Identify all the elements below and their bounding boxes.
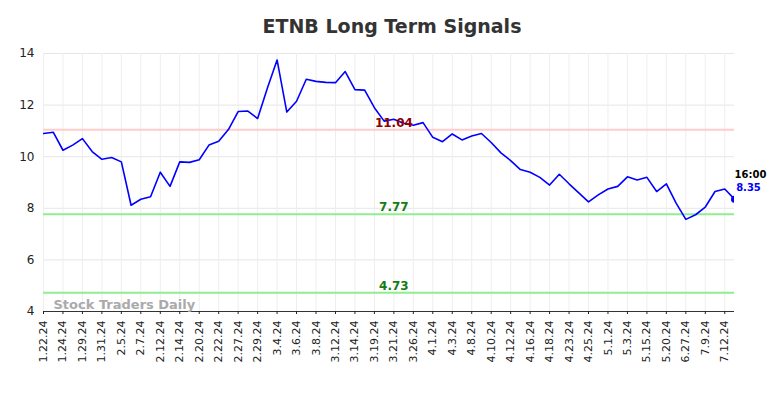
svg-text:4.18.24: 4.18.24 (543, 321, 556, 363)
svg-text:4.73: 4.73 (379, 279, 409, 293)
svg-text:2.22.24: 2.22.24 (212, 321, 225, 363)
svg-text:4.16.24: 4.16.24 (524, 321, 537, 363)
svg-text:2.14.24: 2.14.24 (173, 321, 186, 363)
svg-text:3.4.24: 3.4.24 (271, 321, 284, 356)
svg-text:7.9.24: 7.9.24 (699, 321, 712, 356)
svg-text:4.10.24: 4.10.24 (485, 321, 498, 363)
svg-text:5.1.24: 5.1.24 (601, 321, 614, 356)
svg-text:1.31.24: 1.31.24 (95, 321, 108, 363)
svg-text:6: 6 (27, 253, 35, 267)
svg-text:5.20.24: 5.20.24 (660, 321, 673, 363)
svg-text:10: 10 (19, 150, 34, 164)
svg-text:7.77: 7.77 (379, 200, 409, 214)
svg-text:3.6.24: 3.6.24 (290, 321, 303, 356)
svg-text:4.25.24: 4.25.24 (582, 321, 595, 363)
svg-text:4.3.24: 4.3.24 (446, 321, 459, 356)
html-text:ETNB Long Term Signals: ETNB Long Term Signals (262, 15, 522, 37)
svg-text:1.29.24: 1.29.24 (76, 321, 89, 363)
svg-text:2.12.24: 2.12.24 (154, 321, 167, 363)
svg-text:Stock Traders Daily: Stock Traders Daily (54, 297, 196, 312)
svg-text:2.20.24: 2.20.24 (193, 321, 206, 363)
svg-text:3.21.24: 3.21.24 (387, 321, 400, 363)
svg-text:3.12.24: 3.12.24 (329, 321, 342, 363)
svg-text:3.8.24: 3.8.24 (310, 321, 323, 356)
svg-text:16:00: 16:00 (735, 169, 767, 180)
svg-text:8.35: 8.35 (736, 182, 761, 193)
svg-text:7.12.24: 7.12.24 (718, 321, 731, 363)
svg-text:2.27.24: 2.27.24 (232, 321, 245, 363)
svg-text:2.5.24: 2.5.24 (115, 321, 128, 356)
svg-text:11.04: 11.04 (375, 116, 413, 130)
svg-text:4.12.24: 4.12.24 (504, 321, 517, 363)
svg-text:5.3.24: 5.3.24 (621, 321, 634, 356)
svg-text:5.15.24: 5.15.24 (640, 321, 653, 363)
svg-text:12: 12 (19, 98, 34, 112)
svg-text:4.1.24: 4.1.24 (426, 321, 439, 356)
svg-text:3.19.24: 3.19.24 (368, 321, 381, 363)
svg-text:4.23.24: 4.23.24 (563, 321, 576, 363)
svg-text:3.14.24: 3.14.24 (348, 321, 361, 363)
svg-text:2.29.24: 2.29.24 (251, 321, 264, 363)
svg-text:2.7.24: 2.7.24 (134, 321, 147, 356)
svg-text:1.22.24: 1.22.24 (37, 321, 50, 363)
svg-text:1.24.24: 1.24.24 (56, 321, 69, 363)
svg-text:6.27.24: 6.27.24 (679, 321, 692, 363)
svg-text:14: 14 (19, 46, 34, 60)
svg-text:3.26.24: 3.26.24 (407, 321, 420, 363)
svg-text:4: 4 (27, 304, 35, 318)
svg-text:8: 8 (27, 201, 35, 215)
svg-text:4.8.24: 4.8.24 (465, 321, 478, 356)
